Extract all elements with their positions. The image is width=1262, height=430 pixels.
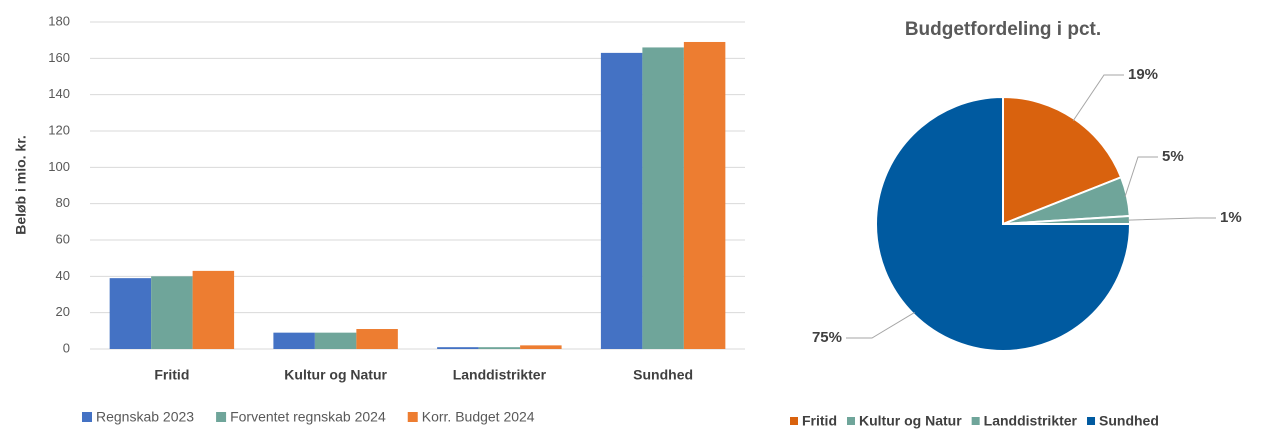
leader-line <box>1127 217 1216 221</box>
data-label: 75% <box>812 329 842 346</box>
legend-swatch <box>1087 417 1096 425</box>
data-label: 5% <box>1162 148 1184 165</box>
bar <box>478 347 521 349</box>
pie-title: Budgetfordeling i pct. <box>905 19 1101 40</box>
x-tick-label: Landdistrikter <box>453 367 547 383</box>
y-tick-label: 120 <box>48 122 70 137</box>
x-tick-label: Fritid <box>154 367 189 383</box>
legend-label: Forventet regnskab 2024 <box>230 409 386 425</box>
bar <box>642 47 684 349</box>
y-tick-label: 100 <box>48 159 70 174</box>
data-label: 1% <box>1220 209 1242 226</box>
leader-line <box>846 311 915 339</box>
legend-swatch <box>407 412 418 422</box>
x-tick-label: Kultur og Natur <box>284 367 387 383</box>
bar <box>273 332 315 349</box>
bar <box>520 345 562 349</box>
bar <box>683 41 726 349</box>
legend-label: Korr. Budget 2024 <box>422 409 535 425</box>
legend-swatch <box>216 412 227 422</box>
bar <box>356 329 398 349</box>
y-tick-label: 40 <box>56 268 70 283</box>
data-label: 19% <box>1128 66 1158 83</box>
legend-swatch <box>847 417 855 425</box>
y-axis-label: Beløb i mio. kr. <box>13 135 29 235</box>
bar <box>314 332 357 349</box>
x-tick-label: Sundhed <box>633 367 693 383</box>
legend-swatch <box>971 417 980 425</box>
bar <box>600 52 643 350</box>
y-tick-label: 160 <box>48 50 70 65</box>
legend-label: Fritid <box>802 413 837 429</box>
legend-label: Regnskab 2023 <box>96 409 194 425</box>
leader-line <box>1072 74 1124 121</box>
legend-label: Landdistrikter <box>984 413 1078 429</box>
y-tick-label: 140 <box>48 86 70 101</box>
bar <box>192 270 235 349</box>
bar <box>151 276 193 349</box>
y-tick-label: 180 <box>48 13 70 28</box>
y-tick-label: 80 <box>56 195 70 210</box>
bar <box>437 347 479 349</box>
y-tick-label: 20 <box>56 304 70 319</box>
y-tick-label: 0 <box>63 340 70 355</box>
bar <box>109 278 152 349</box>
leader-line <box>1124 156 1158 197</box>
legend-swatch <box>82 412 92 422</box>
legend-label: Kultur og Natur <box>859 413 962 429</box>
y-tick-label: 60 <box>56 231 70 246</box>
legend-label: Sundhed <box>1099 413 1159 429</box>
legend-swatch <box>790 417 798 425</box>
